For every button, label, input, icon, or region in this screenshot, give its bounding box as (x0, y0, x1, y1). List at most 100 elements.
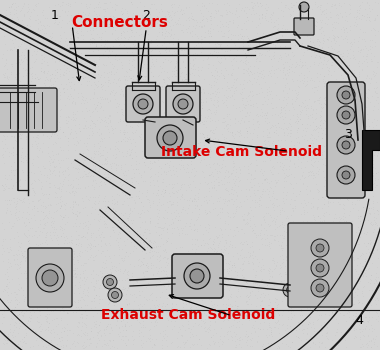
Point (154, 214, 160, 219)
Point (62, 38, 68, 44)
Point (357, 213, 363, 218)
Point (74, 323, 80, 328)
Point (165, 11, 171, 16)
Point (344, 13, 350, 19)
Point (66, 69, 72, 74)
Point (189, 308, 195, 314)
Point (8, 290, 14, 296)
Point (277, 110, 283, 116)
Point (105, 198, 111, 204)
Point (132, 21, 138, 27)
Point (38, 257, 44, 262)
Point (53, 110, 59, 116)
Point (188, 161, 194, 167)
Point (57, 66, 63, 71)
Point (370, 210, 377, 215)
Point (246, 170, 252, 175)
Point (92, 216, 98, 222)
Point (367, 281, 374, 286)
Point (144, 207, 150, 212)
Point (54, 69, 60, 75)
Text: Connectors: Connectors (71, 15, 168, 30)
Point (142, 262, 149, 267)
Point (231, 178, 238, 184)
Point (363, 205, 369, 211)
Point (101, 326, 107, 332)
Point (233, 58, 239, 64)
Point (74, 214, 80, 219)
Point (90, 16, 96, 21)
Point (112, 208, 118, 213)
Point (163, 50, 169, 55)
Point (272, 44, 278, 50)
Point (178, 94, 184, 100)
Point (288, 306, 294, 311)
Point (225, 297, 231, 302)
Point (225, 169, 231, 175)
Point (207, 30, 213, 36)
Point (242, 102, 248, 107)
Point (374, 248, 380, 253)
Point (116, 219, 122, 225)
Point (57, 197, 63, 202)
Point (369, 7, 375, 12)
Point (48, 248, 54, 253)
Point (84, 274, 90, 280)
Point (87, 36, 93, 42)
Point (252, 253, 258, 259)
Point (366, 2, 372, 8)
Point (131, 103, 137, 108)
Point (231, 260, 238, 265)
Point (49, 218, 55, 224)
Point (36, 99, 42, 105)
Point (344, 36, 350, 42)
Point (273, 196, 279, 201)
Point (70, 111, 76, 116)
Point (99, 280, 105, 286)
Point (179, 76, 185, 82)
Point (31, 48, 37, 53)
Point (57, 261, 63, 267)
Point (342, 307, 348, 313)
Point (99, 297, 105, 302)
Point (264, 7, 270, 13)
Point (318, 260, 324, 266)
Point (215, 7, 221, 13)
Point (260, 290, 266, 295)
Point (91, 58, 97, 63)
Point (190, 95, 196, 101)
Point (70, 287, 76, 292)
Point (198, 312, 204, 317)
Point (187, 17, 193, 22)
Point (70, 57, 76, 62)
Point (88, 241, 94, 247)
Point (66, 270, 72, 275)
Point (93, 60, 99, 65)
Point (228, 268, 234, 273)
Point (209, 276, 215, 281)
Point (12, 120, 18, 125)
Point (222, 226, 228, 232)
Point (217, 150, 223, 156)
Point (155, 301, 162, 307)
Point (75, 160, 81, 166)
Point (166, 138, 172, 144)
Point (31, 110, 37, 116)
Point (66, 35, 73, 41)
Point (326, 106, 332, 112)
Point (282, 105, 288, 110)
Point (371, 181, 377, 186)
Point (199, 168, 205, 174)
Point (256, 90, 262, 96)
Point (199, 145, 205, 150)
Point (280, 70, 286, 75)
Point (177, 209, 184, 215)
Point (202, 224, 208, 230)
Point (192, 320, 198, 326)
Point (370, 107, 377, 113)
Point (162, 225, 168, 230)
Point (247, 38, 253, 44)
Point (338, 233, 344, 239)
Point (269, 53, 275, 58)
Point (340, 135, 346, 141)
